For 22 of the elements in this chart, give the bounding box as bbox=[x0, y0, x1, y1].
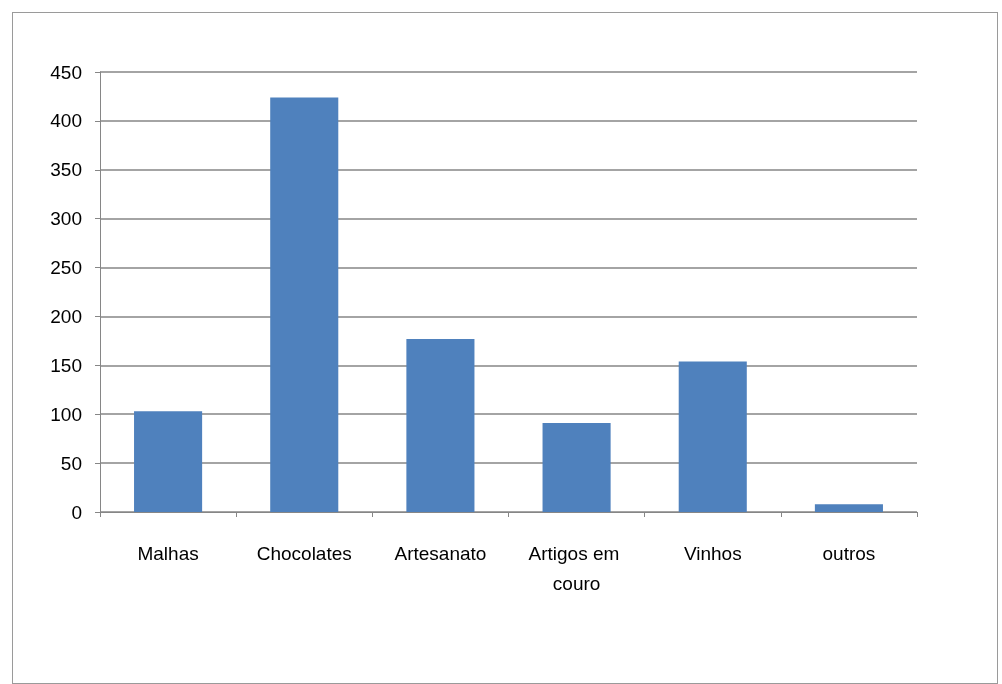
y-tick-label: 250 bbox=[50, 257, 82, 279]
x-tick-label: Artesanato bbox=[394, 542, 487, 564]
y-tick-label: 200 bbox=[50, 305, 82, 327]
x-tick-label: Chocolates bbox=[256, 542, 352, 564]
y-tick-label: 350 bbox=[50, 159, 82, 181]
y-tick-label: 0 bbox=[71, 501, 82, 523]
bar bbox=[134, 411, 203, 512]
bar bbox=[270, 97, 339, 512]
bar bbox=[406, 338, 475, 512]
x-tick-label: outros bbox=[822, 542, 876, 564]
x-tick-label: Vinhos bbox=[683, 542, 742, 564]
y-tick-label: 150 bbox=[50, 354, 82, 376]
x-tick-label: Artigos em couro bbox=[528, 542, 625, 594]
bar bbox=[814, 504, 883, 512]
y-tick-label: 50 bbox=[60, 452, 82, 474]
y-tick-label: 400 bbox=[50, 110, 82, 132]
y-tick-label: 100 bbox=[50, 403, 82, 425]
y-tick-label: 300 bbox=[50, 208, 82, 230]
y-tick-label: 450 bbox=[50, 61, 82, 83]
x-tick-label: Malhas bbox=[137, 542, 199, 564]
bar bbox=[542, 423, 611, 512]
bar bbox=[678, 361, 747, 512]
